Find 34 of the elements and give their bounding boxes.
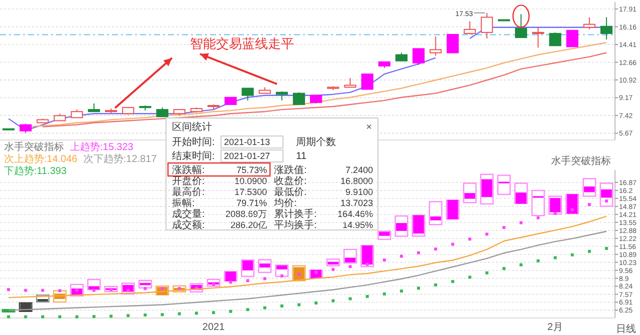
annotation: 10.0900 [234, 176, 267, 186]
chart-title: 水手突破指标 [551, 155, 611, 167]
annotation: 成交量: [172, 208, 205, 220]
annotation: 7.2400 [345, 165, 373, 175]
annotation: 164.46% [337, 209, 373, 219]
annotation: 16.8000 [340, 176, 373, 186]
text: 结束时间: [172, 151, 215, 162]
text: 上趋势:15.323 [70, 141, 134, 153]
annotation: 智能交易蓝线走平 [190, 36, 294, 51]
annotation: 75.73% [236, 165, 267, 175]
annotation: 收盘价: [274, 175, 307, 187]
annotation: 13.7023 [340, 198, 373, 208]
annotation: × [366, 122, 372, 133]
annotation: 79.71% [236, 198, 267, 208]
text: 下趋势:11.393 [4, 165, 68, 177]
text: 日线 [616, 323, 636, 335]
annotation: 9.9100 [345, 187, 373, 197]
legend-title: 水手突破指标 [4, 141, 64, 153]
text: 2021-01-27 [224, 151, 270, 161]
annotation: 均价: [273, 197, 297, 209]
annotation: 2021-01-13 [224, 137, 270, 147]
text: 次下趋势:12.817 [83, 153, 158, 165]
text: 11 [296, 151, 306, 162]
annotation: 17.5300 [234, 187, 267, 197]
annotation: 开始时间: [172, 136, 215, 148]
annotation: 周期个数 [296, 136, 336, 148]
text: 次上趋势:14.046 [4, 153, 78, 165]
x-tick-label: 2月 [547, 322, 563, 333]
annotation: 最高价: [172, 186, 205, 198]
annotation: 区间统计 [172, 121, 212, 133]
x-tick-label: 2021 [202, 322, 226, 333]
annotation: 涨跌幅: [172, 164, 205, 176]
annotation: 开盘价: [172, 175, 205, 187]
annotation: 涨跌值: [274, 164, 307, 176]
